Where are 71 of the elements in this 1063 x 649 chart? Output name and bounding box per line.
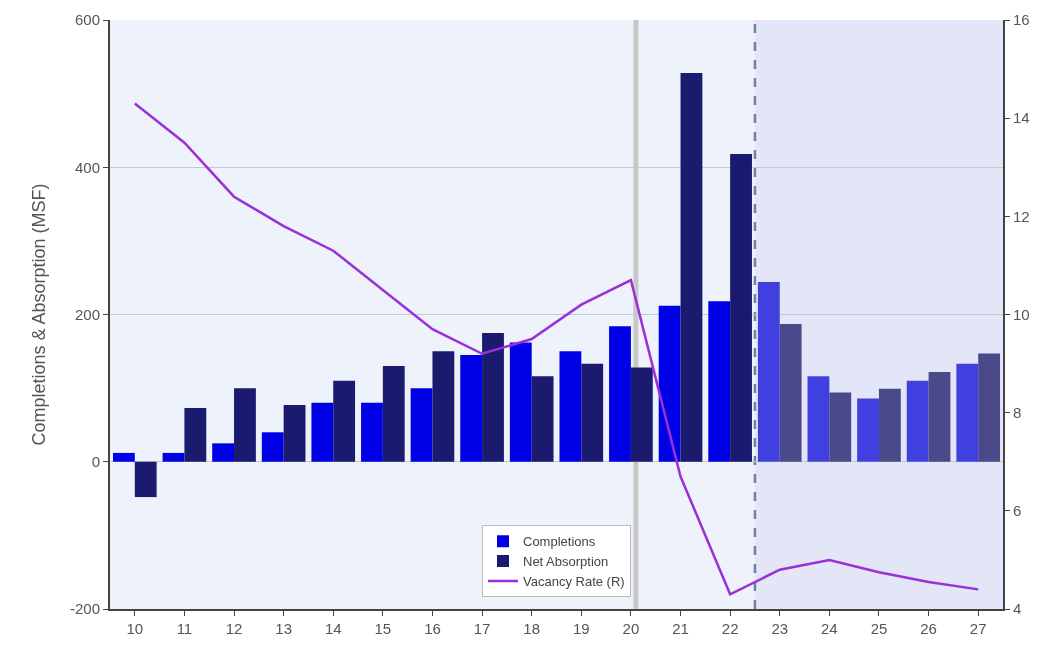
bar <box>680 73 703 462</box>
y2-tick-label: 4 <box>1013 600 1022 618</box>
x-tick-label: 22 <box>721 620 739 637</box>
bar <box>361 402 383 462</box>
bar <box>829 392 852 462</box>
bar <box>658 305 681 462</box>
x-tick-label: 14 <box>324 620 342 637</box>
x-tick-label: 20 <box>622 620 640 637</box>
bar <box>134 461 157 498</box>
bar <box>978 353 1001 462</box>
bar <box>906 380 929 462</box>
bar <box>878 388 901 462</box>
line-series <box>133 102 980 596</box>
x-tick-label: 19 <box>572 620 590 637</box>
y2-tick-label: 6 <box>1013 502 1022 520</box>
y-tick-label: 0 <box>91 453 100 470</box>
y-axis-title: Completions & Absorption (MSF) <box>28 183 49 446</box>
bar <box>928 371 951 462</box>
y2-tick-label: 16 <box>1013 11 1030 29</box>
x-tick-label: 10 <box>126 620 144 637</box>
y2-tick-label: 14 <box>1013 109 1030 127</box>
bar <box>333 380 356 462</box>
bar <box>162 452 185 462</box>
y-tick-label: 400 <box>74 158 100 176</box>
x-tick-label: 17 <box>473 620 491 637</box>
x-tick-label: 27 <box>969 620 987 637</box>
bar <box>432 351 455 462</box>
bar <box>382 366 405 462</box>
bar <box>234 388 256 462</box>
x-tick-label: 18 <box>523 620 541 637</box>
y-tick-label: -200 <box>69 600 100 618</box>
legend-label: Vacancy Rate (R) <box>523 574 625 590</box>
x-tick-label: 11 <box>176 620 193 637</box>
bar <box>283 405 306 462</box>
x-tick-label: 24 <box>821 620 838 637</box>
x-tick-label: 21 <box>672 620 689 637</box>
x-tick-label: 15 <box>374 620 392 637</box>
y2-tick-label: 10 <box>1013 305 1030 323</box>
bar <box>311 402 334 462</box>
bar <box>482 332 504 462</box>
bar <box>112 452 135 462</box>
bar <box>460 354 483 462</box>
legend-label: Net Absorption <box>523 554 609 570</box>
bar <box>559 351 582 462</box>
bar <box>807 376 830 462</box>
y2-tick-label: 12 <box>1013 207 1030 225</box>
y-tick-label: 600 <box>74 11 100 29</box>
y-tick-label: 200 <box>74 305 100 323</box>
bar <box>261 432 284 462</box>
bar <box>630 367 653 462</box>
x-tick-label: 26 <box>920 620 937 637</box>
bar <box>779 324 802 462</box>
bar <box>531 376 554 462</box>
bar <box>757 282 780 462</box>
legend-label: Completions <box>523 534 596 550</box>
bar <box>609 326 631 462</box>
y2-tick-label: 8 <box>1013 403 1022 421</box>
bar <box>581 363 604 462</box>
bar <box>857 398 879 462</box>
x-tick-label: 16 <box>424 620 441 637</box>
bar <box>730 154 752 462</box>
bar <box>708 301 731 462</box>
bar <box>509 342 532 462</box>
x-tick-label: 12 <box>225 620 243 637</box>
x-tick-label: 13 <box>275 620 292 637</box>
bar <box>212 443 235 462</box>
bar <box>410 388 433 462</box>
bar <box>184 408 207 462</box>
x-tick-label: 25 <box>870 620 888 637</box>
bar <box>956 363 979 462</box>
x-tick-label: 23 <box>771 620 789 637</box>
